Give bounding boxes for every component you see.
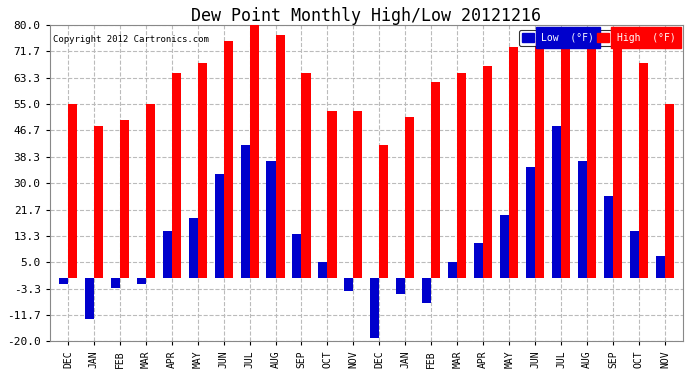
Bar xyxy=(275,34,285,278)
Bar xyxy=(587,34,596,278)
Bar xyxy=(266,161,275,278)
Text: Copyright 2012 Cartronics.com: Copyright 2012 Cartronics.com xyxy=(53,34,209,44)
Bar xyxy=(293,234,302,278)
Legend: Low  (°F), High  (°F): Low (°F), High (°F) xyxy=(519,30,678,46)
Bar xyxy=(526,168,535,278)
Bar xyxy=(110,278,120,288)
Bar xyxy=(396,278,405,294)
Bar xyxy=(509,47,518,278)
Bar xyxy=(241,145,250,278)
Bar xyxy=(405,117,415,278)
Bar xyxy=(483,66,492,278)
Bar xyxy=(422,278,431,303)
Bar xyxy=(137,278,146,285)
Bar xyxy=(380,145,388,278)
Bar xyxy=(172,72,181,278)
Bar xyxy=(68,104,77,278)
Bar xyxy=(163,231,172,278)
Bar xyxy=(561,34,570,278)
Bar xyxy=(630,231,639,278)
Bar xyxy=(146,104,155,278)
Bar xyxy=(353,111,362,278)
Bar xyxy=(535,41,544,278)
Bar xyxy=(224,41,233,278)
Bar xyxy=(59,278,68,285)
Bar xyxy=(552,126,561,278)
Bar xyxy=(188,218,197,278)
Bar xyxy=(371,278,380,338)
Bar xyxy=(318,262,328,278)
Bar xyxy=(94,126,103,278)
Bar xyxy=(578,161,587,278)
Bar xyxy=(431,82,440,278)
Bar xyxy=(302,72,310,278)
Bar xyxy=(500,215,509,278)
Bar xyxy=(639,63,648,278)
Bar xyxy=(344,278,353,291)
Bar xyxy=(665,104,674,278)
Bar xyxy=(448,262,457,278)
Bar xyxy=(197,63,207,278)
Bar xyxy=(215,174,224,278)
Title: Dew Point Monthly High/Low 20121216: Dew Point Monthly High/Low 20121216 xyxy=(191,7,542,25)
Bar xyxy=(604,196,613,278)
Bar xyxy=(120,120,129,278)
Bar xyxy=(474,243,483,278)
Bar xyxy=(656,256,665,278)
Bar xyxy=(85,278,94,319)
Bar xyxy=(328,111,337,278)
Bar xyxy=(613,41,622,278)
Bar xyxy=(250,25,259,278)
Bar xyxy=(457,72,466,278)
